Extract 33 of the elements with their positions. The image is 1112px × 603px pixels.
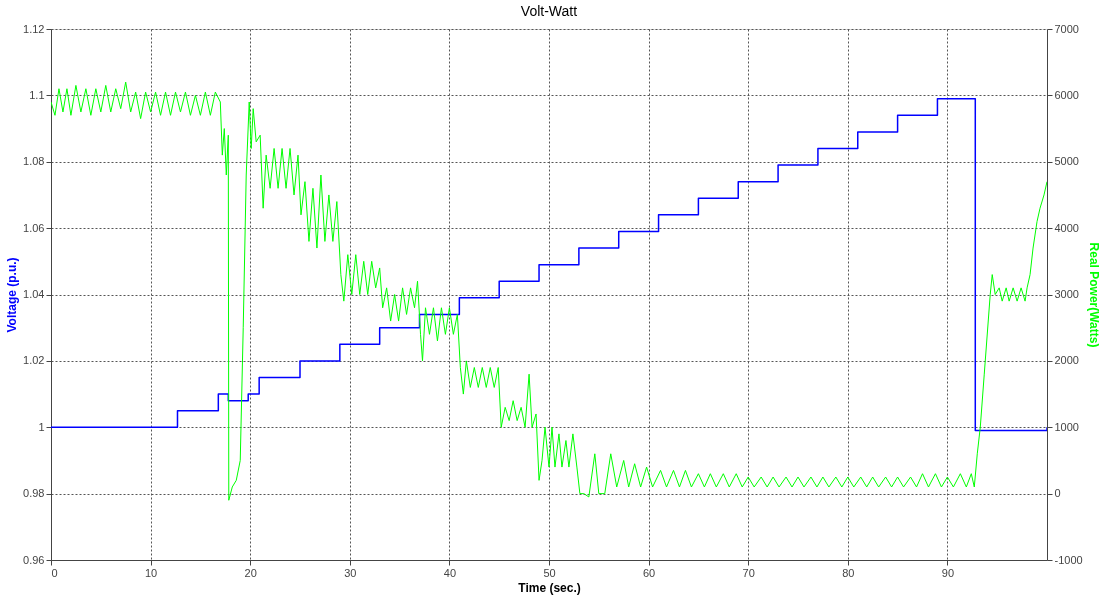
y-tick-label: 1.06 — [23, 221, 45, 234]
y2-tick-label: 7000 — [1054, 22, 1079, 35]
y-tick-label: 1.1 — [29, 88, 45, 101]
y-tick-label: 0.98 — [23, 487, 45, 500]
y-tick-label: 0.96 — [23, 553, 45, 566]
line-series — [51, 81, 1047, 501]
x-tick-label: 0 — [51, 566, 58, 579]
x-tick-label: 50 — [543, 566, 556, 579]
y2-tick-label: 6000 — [1054, 88, 1079, 101]
x-tick-label: 40 — [443, 566, 457, 579]
x-tick-label: 60 — [642, 566, 656, 579]
y2-axis-title: Real Power(Watts) — [1086, 242, 1101, 348]
y-tick-label: 1 — [38, 420, 45, 433]
x-axis-title: Time (sec.) — [518, 580, 581, 595]
x-tick-label: 30 — [344, 566, 357, 579]
y2-tick-label: -1000 — [1054, 553, 1083, 566]
x-tick-label: 70 — [742, 566, 755, 579]
y-axis-title: Voltage (p.u.) — [5, 257, 20, 333]
y2-tick-label: 0 — [1054, 487, 1061, 500]
chart-title: Volt-Watt — [520, 3, 578, 19]
y2-tick-label: 3000 — [1054, 288, 1079, 300]
y2-tick-label: 5000 — [1054, 155, 1079, 168]
y-tick-label: 1.02 — [23, 354, 45, 367]
x-tick-label: 90 — [941, 566, 955, 579]
y-tick-label: 1.08 — [23, 155, 45, 168]
y-tick-label: 1.12 — [23, 22, 45, 35]
x-tick-label: 10 — [144, 566, 158, 579]
y-tick-label: 1.04 — [23, 288, 45, 300]
y2-tick-label: 1000 — [1054, 420, 1079, 433]
x-tick-label: 20 — [244, 566, 257, 579]
x-tick-label: 80 — [842, 566, 855, 579]
y2-tick-label: 2000 — [1054, 354, 1079, 367]
y2-tick-label: 4000 — [1054, 221, 1079, 234]
